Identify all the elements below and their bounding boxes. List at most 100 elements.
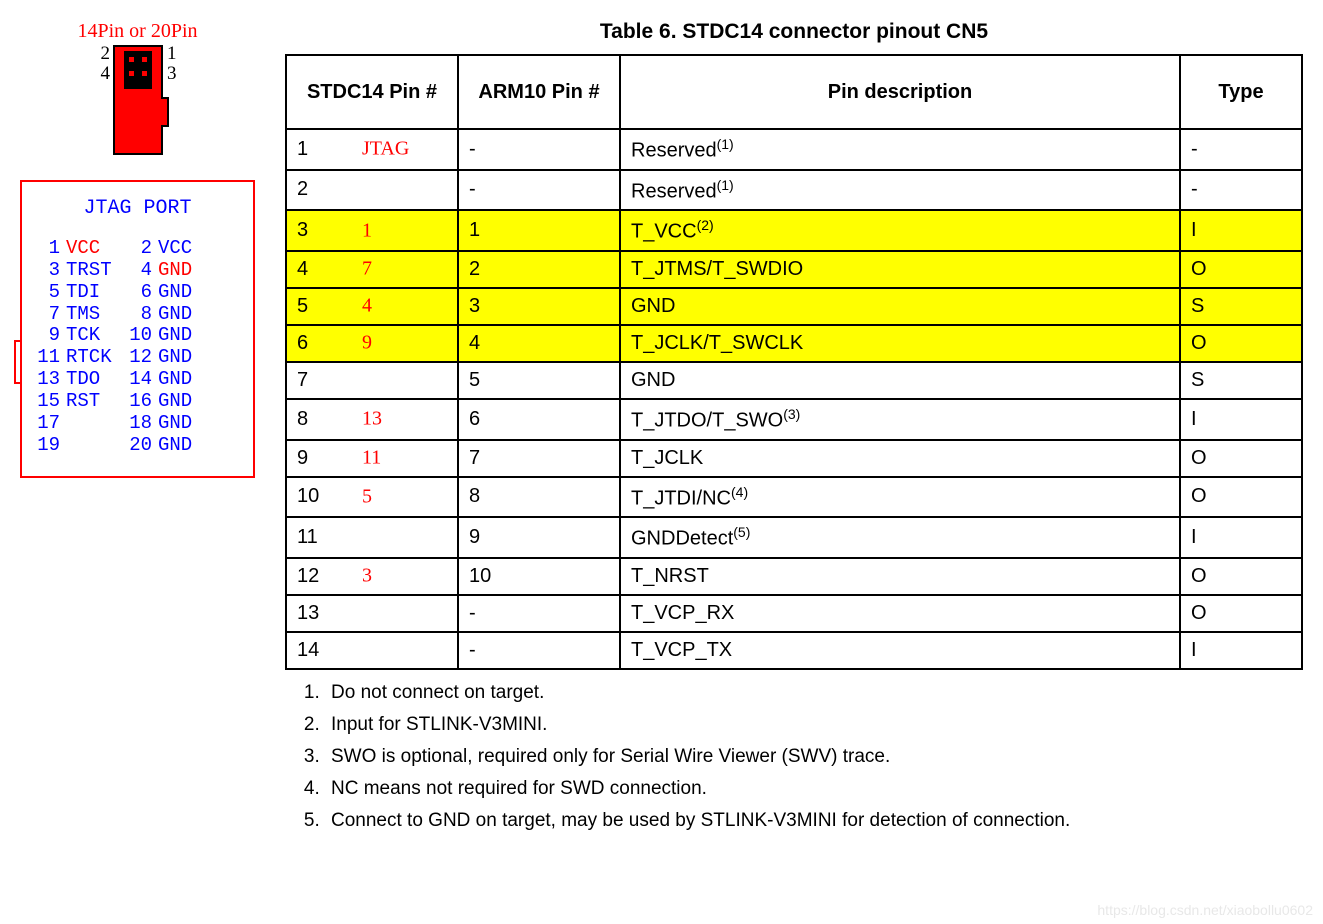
sup: (1) xyxy=(717,136,734,152)
jtag-cell: GND xyxy=(152,347,208,369)
cell-desc: T_VCP_RX xyxy=(620,595,1180,632)
jtag-cell: 1 xyxy=(32,238,60,260)
cell-type: O xyxy=(1180,477,1302,518)
table-row: 75GNDS xyxy=(286,362,1302,399)
jtag-port-box: JTAG PORT 1VCC2VCC3TRST4GND5TDI6GND7TMS8… xyxy=(20,180,255,478)
jtag-cell: 17 xyxy=(32,413,60,435)
table-row: 10 5 8T_JTDI/NC(4)O xyxy=(286,477,1302,518)
cell-arm: - xyxy=(458,129,620,170)
jtag-cell: 8 xyxy=(124,304,152,326)
jtag-cell: GND xyxy=(152,369,208,391)
footnotes: Do not connect on target.Input for STLIN… xyxy=(285,682,1303,832)
cell-stdc: 31 xyxy=(286,210,458,251)
jtag-cell: 19 xyxy=(32,435,60,457)
col-stdc: STDC14 Pin # xyxy=(286,55,458,129)
stdc-num: 1 xyxy=(297,138,308,161)
sup: (4) xyxy=(731,484,748,500)
jtag-cell: GND xyxy=(152,282,208,304)
cell-desc: T_VCP_TX xyxy=(620,632,1180,669)
cell-arm: 6 xyxy=(458,399,620,440)
cell-type: O xyxy=(1180,251,1302,288)
jtag-row: 9TCK10GND xyxy=(32,325,243,347)
footnote-item: Input for STLINK-V3MINI. xyxy=(325,714,1303,736)
stdc-extra: 9 xyxy=(362,332,372,355)
stdc-num: 7 xyxy=(297,369,308,392)
cell-arm: - xyxy=(458,170,620,211)
table-row: 14-T_VCP_TXI xyxy=(286,632,1302,669)
stdc-extra: 3 xyxy=(362,565,372,588)
conn-dot xyxy=(129,71,134,76)
jtag-cell: 18 xyxy=(124,413,152,435)
cell-arm: 1 xyxy=(458,210,620,251)
col-desc: Pin description xyxy=(620,55,1180,129)
jtag-cell: 13 xyxy=(32,369,60,391)
stdc-num: 10 xyxy=(297,485,319,508)
footnote-item: SWO is optional, required only for Seria… xyxy=(325,746,1303,768)
jtag-cell: 10 xyxy=(124,325,152,347)
conn-dot xyxy=(129,57,134,62)
cell-stdc: 8 13 xyxy=(286,399,458,440)
connector-header: 14Pin or 20Pin xyxy=(20,20,255,43)
table-row: 311T_VCC(2)I xyxy=(286,210,1302,251)
cell-type: O xyxy=(1180,558,1302,595)
conn-label-tl: 2 xyxy=(101,43,111,65)
jtag-cell: 7 xyxy=(32,304,60,326)
jtag-row: 1VCC2VCC xyxy=(32,238,243,260)
stdc-num: 2 xyxy=(297,178,308,201)
stdc-extra: 5 xyxy=(362,485,372,508)
jtag-cell: 16 xyxy=(124,391,152,413)
jtag-cell: 11 xyxy=(32,347,60,369)
stdc-num: 8 xyxy=(297,408,308,431)
conn-dot xyxy=(142,57,147,62)
table-row: 1JTAG-Reserved(1)- xyxy=(286,129,1302,170)
cell-desc: Reserved(1) xyxy=(620,170,1180,211)
cell-stdc: 123 xyxy=(286,558,458,595)
cell-type: O xyxy=(1180,595,1302,632)
jtag-cell: 20 xyxy=(124,435,152,457)
stdc-extra: 13 xyxy=(362,408,382,431)
jtag-cell: 6 xyxy=(124,282,152,304)
col-arm: ARM10 Pin # xyxy=(458,55,620,129)
stdc-num: 9 xyxy=(297,447,308,470)
cell-desc: T_JTDO/T_SWO(3) xyxy=(620,399,1180,440)
table-header-row: STDC14 Pin # ARM10 Pin # Pin description… xyxy=(286,55,1302,129)
jtag-row: 5TDI6GND xyxy=(32,282,243,304)
sup: (5) xyxy=(733,524,750,540)
cell-stdc: 14 xyxy=(286,632,458,669)
sup: (1) xyxy=(717,177,734,193)
connector-notch xyxy=(161,97,169,127)
cell-desc: T_JTDI/NC(4) xyxy=(620,477,1180,518)
jtag-cell: RTCK xyxy=(60,347,124,369)
connector-diagram: 2 1 4 3 xyxy=(93,45,183,155)
cell-stdc: 69 xyxy=(286,325,458,362)
cell-stdc: 7 xyxy=(286,362,458,399)
jtag-grid: 1VCC2VCC3TRST4GND5TDI6GND7TMS8GND9TCK10G… xyxy=(32,238,243,456)
conn-label-bl: 4 xyxy=(101,63,111,85)
stdc-extra: 4 xyxy=(362,295,372,318)
cell-type: O xyxy=(1180,440,1302,477)
cell-desc: GND xyxy=(620,288,1180,325)
stdc-num: 14 xyxy=(297,639,319,662)
jtag-cell: VCC xyxy=(60,238,124,260)
left-column: 14Pin or 20Pin 2 1 4 3 JTAG PORT 1VCC2VC… xyxy=(20,20,255,478)
cell-desc: T_NRST xyxy=(620,558,1180,595)
jtag-cell: GND xyxy=(152,325,208,347)
cell-stdc: 47 xyxy=(286,251,458,288)
jtag-title: JTAG PORT xyxy=(32,197,243,220)
cell-arm: 10 xyxy=(458,558,620,595)
jtag-cell: GND xyxy=(152,260,208,282)
right-column: Table 6. STDC14 connector pinout CN5 STD… xyxy=(285,20,1303,842)
cell-type: - xyxy=(1180,170,1302,211)
jtag-cell: TDI xyxy=(60,282,124,304)
connector-inner xyxy=(124,51,152,89)
cell-type: I xyxy=(1180,632,1302,669)
stdc-extra: 7 xyxy=(362,258,372,281)
table-row: 13-T_VCP_RXO xyxy=(286,595,1302,632)
jtag-row: 15RST16GND xyxy=(32,391,243,413)
conn-label-tr: 1 xyxy=(167,43,177,65)
cell-stdc: 54 xyxy=(286,288,458,325)
jtag-cell xyxy=(60,435,124,457)
cell-arm: 8 xyxy=(458,477,620,518)
cell-stdc: 13 xyxy=(286,595,458,632)
cell-type: I xyxy=(1180,399,1302,440)
